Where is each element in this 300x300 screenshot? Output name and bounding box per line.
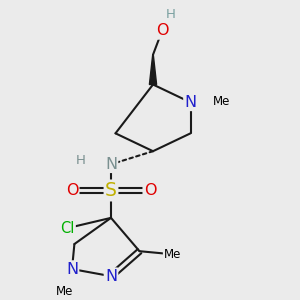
Text: O: O — [66, 183, 78, 198]
Text: Me: Me — [164, 248, 181, 261]
Text: H: H — [76, 154, 86, 166]
Text: S: S — [105, 181, 117, 200]
Text: N: N — [66, 262, 78, 277]
Text: N: N — [105, 269, 117, 284]
Polygon shape — [149, 55, 157, 85]
Text: Me: Me — [213, 95, 231, 108]
Text: H: H — [166, 8, 176, 21]
Text: O: O — [156, 23, 168, 38]
Text: N: N — [184, 95, 196, 110]
Text: Me: Me — [56, 285, 73, 298]
Text: N: N — [105, 157, 117, 172]
Text: Cl: Cl — [60, 220, 75, 236]
Text: O: O — [144, 183, 156, 198]
